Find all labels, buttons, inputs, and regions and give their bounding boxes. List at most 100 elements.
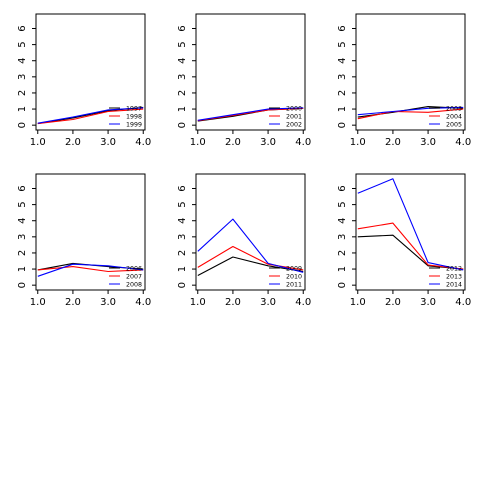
y-tick-label: 0 [17, 122, 28, 128]
x-tick-label: 4.0 [455, 137, 471, 148]
series-line-2012 [357, 234, 464, 270]
series-line-2008 [37, 263, 144, 277]
x-tick-label: 2.0 [65, 137, 81, 148]
x-tick-label: 2.0 [225, 137, 241, 148]
y-tick-label: 2 [17, 90, 28, 96]
y-tick-label: 3 [17, 74, 28, 80]
legend-label: 2009 [286, 265, 302, 272]
plot-frame [195, 13, 306, 131]
y-tick-label: 5 [177, 41, 188, 47]
series-line-2014 [357, 178, 464, 271]
y-tick-label: 6 [337, 185, 348, 191]
series-line-2005 [357, 106, 464, 116]
plot-frame [355, 13, 466, 131]
y-tick-label: 4 [17, 58, 28, 64]
legend-label: 2008 [126, 281, 142, 288]
series-line-2001 [197, 107, 304, 122]
y-tick-label: 6 [177, 185, 188, 191]
legend-label: 1999 [126, 121, 142, 128]
y-tick-label: 1 [177, 266, 188, 272]
legend-label: 2011 [286, 281, 302, 288]
series-line-2013 [357, 222, 464, 270]
x-tick-label: 3.0 [260, 137, 276, 148]
legend-label: 2005 [446, 121, 462, 128]
x-tick-label: 3.0 [100, 137, 116, 148]
x-tick-label: 2.0 [385, 137, 401, 148]
plot-frame [35, 173, 146, 291]
x-tick-label: 3.0 [420, 137, 436, 148]
y-tick-label: 2 [17, 250, 28, 256]
plot-frame [35, 13, 146, 131]
y-tick-label: 4 [17, 218, 28, 224]
y-tick-label: 2 [177, 250, 188, 256]
x-tick-label: 1.0 [190, 137, 206, 148]
y-tick-label: 6 [337, 25, 348, 31]
legend-label: 2012 [446, 265, 462, 272]
y-tick-label: 0 [337, 282, 348, 288]
x-tick-label: 2.0 [225, 297, 241, 308]
y-tick-label: 6 [17, 25, 28, 31]
series-line-2007 [37, 266, 144, 273]
x-tick-label: 2.0 [385, 297, 401, 308]
y-tick-label: 5 [17, 41, 28, 47]
y-tick-label: 3 [177, 74, 188, 80]
x-tick-label: 3.0 [100, 297, 116, 308]
x-tick-label: 2.0 [65, 297, 81, 308]
series-line-2004 [357, 108, 464, 120]
x-tick-label: 1.0 [30, 137, 46, 148]
x-tick-label: 4.0 [455, 297, 471, 308]
y-tick-label: 6 [177, 25, 188, 31]
y-tick-label: 1 [17, 106, 28, 112]
plot-frame [355, 173, 466, 291]
y-tick-label: 0 [177, 122, 188, 128]
y-tick-label: 3 [337, 74, 348, 80]
y-tick-label: 3 [337, 234, 348, 240]
y-tick-label: 3 [177, 234, 188, 240]
y-tick-label: 1 [177, 106, 188, 112]
series-line-1999 [37, 107, 144, 124]
series-line-1998 [37, 108, 144, 125]
y-tick-label: 5 [337, 41, 348, 47]
series-line-2009 [197, 256, 304, 276]
y-tick-label: 6 [17, 185, 28, 191]
legend-label: 2010 [286, 273, 302, 280]
y-tick-label: 5 [337, 201, 348, 207]
x-tick-label: 4.0 [295, 137, 311, 148]
y-tick-label: 1 [17, 266, 28, 272]
y-tick-label: 2 [337, 250, 348, 256]
y-tick-label: 5 [177, 201, 188, 207]
legend-label: 2000 [286, 105, 302, 112]
legend-label: 2002 [286, 121, 302, 128]
legend-label: 2006 [126, 265, 142, 272]
legend-label: 2004 [446, 113, 462, 120]
legend-label: 1997 [126, 105, 142, 112]
x-tick-label: 4.0 [135, 137, 151, 148]
x-tick-label: 4.0 [135, 297, 151, 308]
y-tick-label: 4 [337, 218, 348, 224]
y-tick-label: 4 [337, 58, 348, 64]
y-tick-label: 5 [17, 201, 28, 207]
y-tick-label: 4 [177, 58, 188, 64]
series-line-2010 [197, 245, 304, 271]
legend-label: 2001 [286, 113, 302, 120]
x-tick-label: 4.0 [295, 297, 311, 308]
y-tick-label: 0 [17, 282, 28, 288]
y-tick-label: 2 [177, 90, 188, 96]
y-tick-label: 4 [177, 218, 188, 224]
series-line-2011 [197, 218, 304, 273]
y-tick-label: 1 [337, 106, 348, 112]
legend-label: 2007 [126, 273, 142, 280]
x-tick-label: 3.0 [260, 297, 276, 308]
y-tick-label: 1 [337, 266, 348, 272]
x-tick-label: 1.0 [350, 297, 366, 308]
series-line-2002 [197, 107, 304, 121]
legend-label: 1998 [126, 113, 142, 120]
y-tick-label: 3 [17, 234, 28, 240]
